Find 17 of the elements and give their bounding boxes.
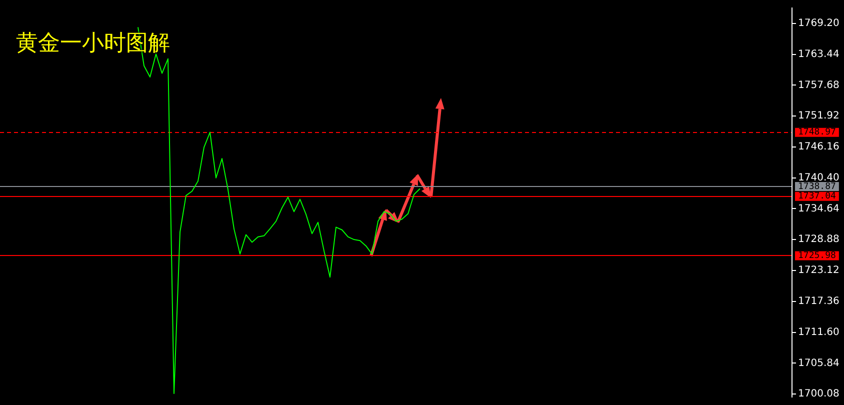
y-tick-label: 1700.08 bbox=[798, 388, 840, 400]
y-tick-label: 1728.88 bbox=[798, 234, 840, 246]
y-tick-label: 1746.16 bbox=[798, 142, 840, 153]
y-tick-label: 1717.36 bbox=[798, 296, 840, 308]
ref-line-label: 1737.04 bbox=[798, 192, 836, 202]
y-tick-label: 1734.64 bbox=[798, 203, 840, 214]
y-tick-label: 1740.40 bbox=[798, 172, 840, 184]
y-tick-label: 1757.68 bbox=[798, 80, 840, 91]
y-tick-label: 1705.84 bbox=[798, 358, 840, 369]
ref-line-label: 1725.98 bbox=[798, 251, 836, 262]
y-tick-label: 1723.12 bbox=[798, 265, 840, 276]
ref-line-label: 1748.97 bbox=[798, 128, 836, 138]
y-tick-label: 1769.20 bbox=[798, 18, 840, 29]
ref-line-label: 1738.87 bbox=[798, 182, 836, 192]
y-tick-label: 1751.92 bbox=[798, 110, 840, 122]
y-tick-label: 1711.60 bbox=[798, 326, 840, 338]
y-tick-label: 1763.44 bbox=[798, 48, 840, 60]
